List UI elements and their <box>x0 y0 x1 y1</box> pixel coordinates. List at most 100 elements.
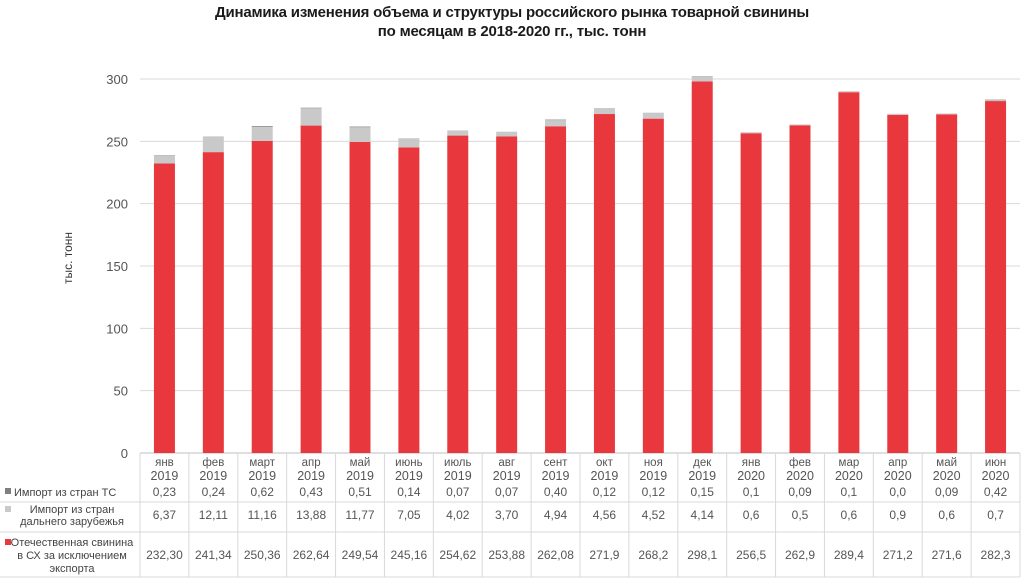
x-tick-month: сент <box>544 457 568 469</box>
legend-label: Импорт из стран ТС <box>14 487 116 499</box>
legend-label: Отечественная свинина <box>11 537 135 549</box>
data-label: 262,64 <box>293 548 330 562</box>
x-tick-month: дек <box>693 457 712 469</box>
bar-segment-domestic <box>838 92 860 454</box>
x-tick-year: 2019 <box>297 469 325 483</box>
legend-swatch <box>5 539 11 545</box>
x-tick-year: 2019 <box>199 469 227 483</box>
data-label: 0,51 <box>348 485 372 499</box>
data-label: 0,24 <box>202 485 226 499</box>
bar-segment-import-far <box>691 76 713 82</box>
x-tick-year: 2020 <box>933 469 961 483</box>
x-tick-year: 2020 <box>982 469 1010 483</box>
x-tick-month: май <box>350 457 371 469</box>
y-tick-label: 0 <box>121 446 128 461</box>
x-tick-month: янв <box>742 457 761 469</box>
bar-segment-domestic <box>398 147 420 454</box>
data-label: 4,02 <box>446 508 470 522</box>
data-label: 282,3 <box>981 548 1011 562</box>
data-label: 241,34 <box>195 548 232 562</box>
data-label: 262,08 <box>537 548 574 562</box>
data-label: 0,42 <box>984 485 1008 499</box>
y-tick-label: 250 <box>106 134 128 149</box>
x-tick-month: окт <box>596 457 614 469</box>
legend-label: Импорт из стран <box>30 504 115 516</box>
y-tick-label: 300 <box>106 72 128 87</box>
data-label: 4,52 <box>642 508 666 522</box>
bar-segment-domestic <box>153 163 175 453</box>
data-label: 0,12 <box>593 485 617 499</box>
data-label: 0,23 <box>153 485 177 499</box>
x-tick-year: 2020 <box>737 469 765 483</box>
x-tick-month: апр <box>888 457 907 469</box>
x-tick-year: 2019 <box>493 469 521 483</box>
data-label: 4,56 <box>593 508 617 522</box>
bar-segment-domestic <box>349 141 371 453</box>
x-tick-year: 2020 <box>835 469 863 483</box>
data-table: янв2019фев2019март2019апр2019май2019июнь… <box>0 453 1021 578</box>
legend-label: в СХ за исключением <box>17 550 127 562</box>
data-label: 13,88 <box>296 508 326 522</box>
data-label: 7,05 <box>397 508 421 522</box>
data-label: 0,0 <box>889 485 906 499</box>
data-label: 0,07 <box>495 485 519 499</box>
bar-segment-import-ts <box>985 99 1007 101</box>
data-label: 0,6 <box>743 508 760 522</box>
x-tick-month: июнь <box>395 457 422 469</box>
x-tick-year: 2019 <box>444 469 472 483</box>
bar-segment-import-far <box>202 137 224 153</box>
data-label: 232,30 <box>146 548 183 562</box>
bar-segment-import-far <box>838 91 860 93</box>
data-label: 3,70 <box>495 508 519 522</box>
bars <box>153 76 1007 454</box>
data-label: 250,36 <box>244 548 281 562</box>
bar-segment-domestic <box>593 114 615 453</box>
bar-segment-import-far <box>642 113 664 119</box>
data-label: 262,9 <box>785 548 815 562</box>
bar-segment-import-far <box>398 138 420 148</box>
data-label: 4,94 <box>544 508 568 522</box>
data-label: 253,88 <box>488 548 525 562</box>
x-tick-month: апр <box>302 457 321 469</box>
data-label: 271,6 <box>932 548 962 562</box>
x-tick-month: март <box>249 457 275 469</box>
x-tick-month: ноя <box>644 457 663 469</box>
x-tick-year: 2019 <box>248 469 276 483</box>
bar-segment-domestic <box>985 101 1007 453</box>
x-tick-year: 2020 <box>884 469 912 483</box>
legend-swatch <box>5 488 11 494</box>
bar-segment-domestic <box>202 152 224 454</box>
bar-segment-domestic <box>887 114 909 454</box>
data-label: 0,15 <box>691 485 715 499</box>
chart-title: Динамика изменения объема и структуры ро… <box>0 3 1024 41</box>
data-label: 271,9 <box>589 548 619 562</box>
bar-segment-domestic <box>691 81 713 454</box>
x-tick-year: 2019 <box>542 469 570 483</box>
bar-segment-import-ts <box>300 107 322 109</box>
bar-segment-domestic <box>740 133 762 454</box>
x-tick-month: июль <box>444 457 472 469</box>
x-tick-month: мар <box>839 457 860 469</box>
x-tick-month: янв <box>155 457 174 469</box>
bar-segment-domestic <box>447 135 469 453</box>
bar-segment-domestic <box>789 125 811 453</box>
x-tick-month: авг <box>498 457 515 469</box>
bar-segment-import-far <box>496 131 518 137</box>
bar-segment-import-far <box>349 127 371 142</box>
y-tick-label: 50 <box>114 384 128 399</box>
data-label: 0,9 <box>889 508 906 522</box>
chart-subtitle: по месяцам в 2018-2020 гг., тыс. тонн <box>377 23 647 40</box>
data-label: 12,11 <box>199 508 228 522</box>
data-label: 268,2 <box>638 548 668 562</box>
data-label: 298,1 <box>687 548 717 562</box>
data-label: 0,1 <box>841 485 858 499</box>
bar-segment-import-far <box>251 126 273 141</box>
bar-segment-import-ts <box>349 126 371 128</box>
x-tick-year: 2019 <box>591 469 619 483</box>
bar-segment-domestic <box>642 118 664 454</box>
bar-segment-import-far <box>985 100 1007 102</box>
data-label: 0,6 <box>841 508 858 522</box>
bar-segment-domestic <box>936 114 958 453</box>
bar-segment-import-far <box>545 120 567 127</box>
chart-title-line1: Динамика изменения объема и структуры ро… <box>214 4 810 21</box>
